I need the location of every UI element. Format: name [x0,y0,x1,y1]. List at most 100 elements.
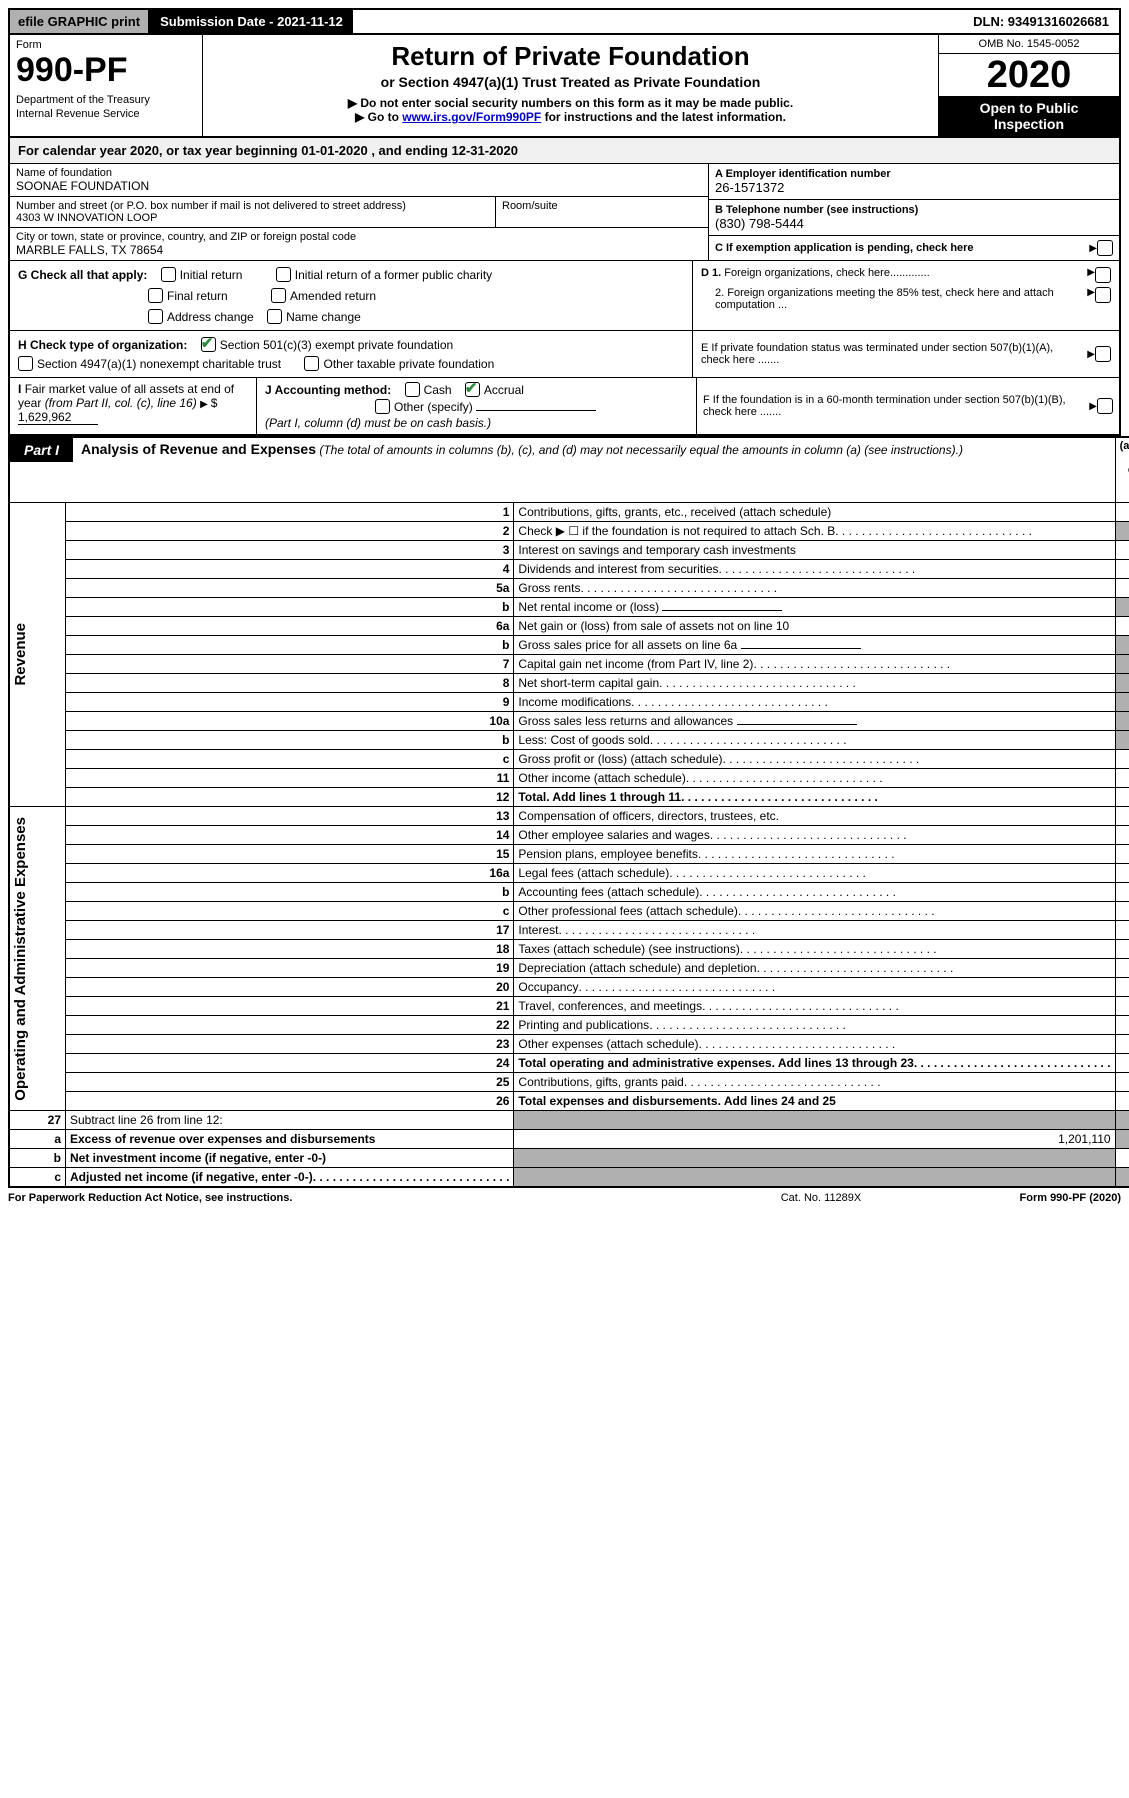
calendar-year-line: For calendar year 2020, or tax year begi… [8,138,1121,164]
amount-col-a [1115,807,1129,826]
line-number: 12 [66,788,514,807]
table-row: 26Total expenses and disbursements. Add … [9,1092,1129,1111]
amount-col-a: 1,201,110 [514,1130,1115,1149]
part1-header-row: Part I Analysis of Revenue and Expenses … [9,437,1129,503]
d1-checkbox[interactable] [1095,267,1111,283]
header-bar: efile GRAPHIC print Submission Date - 20… [8,8,1121,35]
line-label: Other income (attach schedule) [514,769,1115,788]
line-number: a [9,1130,66,1149]
line-label: Travel, conferences, and meetings [514,997,1115,1016]
table-row: 6aNet gain or (loss) from sale of assets… [9,617,1129,636]
g-block: G Check all that apply: Initial return I… [10,261,692,330]
telephone-section: B Telephone number (see instructions) (8… [709,200,1119,236]
table-row: aExcess of revenue over expenses and dis… [9,1130,1129,1149]
arrow-icon: ▶ [1089,401,1097,412]
line-number: 21 [66,997,514,1016]
amount-col-a [1115,902,1129,921]
submission-date: Submission Date - 2021-11-12 [150,10,353,33]
table-row: bLess: Cost of goods sold [9,731,1129,750]
amount-col-a: 4,438 [1115,997,1129,1016]
final-return-checkbox[interactable] [148,288,163,303]
line-label: Accounting fees (attach schedule) [514,883,1115,902]
note2-pre: ▶ Go to [355,110,402,124]
table-row: cOther professional fees (attach schedul… [9,902,1129,921]
line-number: c [66,902,514,921]
line-number: 18 [66,940,514,959]
accrual-checkbox[interactable] [465,382,480,397]
table-row: 27Subtract line 26 from line 12: [9,1111,1129,1130]
city-label: City or town, state or province, country… [16,231,702,243]
c-checkbox[interactable] [1097,240,1113,256]
f-checkbox[interactable] [1097,398,1113,414]
e-label: E If private foundation status was termi… [701,342,1083,366]
initial-return-label: Initial return [180,268,243,282]
d2-checkbox[interactable] [1095,287,1111,303]
amount-col-a [1115,959,1129,978]
d1-label: Foreign organizations, check here.......… [724,267,929,279]
street-address-cell: Number and street (or P.O. box number if… [10,197,496,227]
cash-label: Cash [424,383,452,397]
line-number: 9 [66,693,514,712]
initial-public-label: Initial return of a former public charit… [295,268,492,282]
form-note1: ▶ Do not enter social security numbers o… [209,96,932,110]
line-label: Excess of revenue over expenses and disb… [66,1130,514,1149]
other-method-checkbox[interactable] [375,399,390,414]
line-label: Gross rents [514,579,1115,598]
g-and-d-block: G Check all that apply: Initial return I… [8,261,1121,331]
line-number: 24 [66,1054,514,1073]
e-block: E If private foundation status was termi… [692,331,1119,377]
f-block: F If the foundation is in a 60-month ter… [696,378,1119,434]
s501-label: Section 501(c)(3) exempt private foundat… [220,338,453,352]
form990pf-link[interactable]: www.irs.gov/Form990PF [402,110,541,124]
table-row: 25Contributions, gifts, grants paid2,226… [9,1073,1129,1092]
arrow-icon: ▶ [1087,349,1095,360]
s501-checkbox[interactable] [201,337,216,352]
h-label: H Check type of organization: [18,338,187,352]
table-row: 21Travel, conferences, and meetings4,438… [9,997,1129,1016]
final-return-label: Final return [167,289,228,303]
entity-block: Name of foundation SOONAE FOUNDATION Num… [8,164,1121,261]
line-label: Pension plans, employee benefits [514,845,1115,864]
other-taxable-checkbox[interactable] [304,356,319,371]
amount-col-a: 28 [1115,940,1129,959]
ij-f-block: I Fair market value of all assets at end… [8,378,1121,436]
line-label: Gross profit or (loss) (attach schedule) [514,750,1115,769]
line-label: Adjusted net income (if negative, enter … [66,1168,514,1188]
line-label: Other expenses (attach schedule) [514,1035,1115,1054]
other-specify-line [476,410,596,411]
amount-col-a: 1,309 [1115,883,1129,902]
s4947-label: Section 4947(a)(1) nonexempt charitable … [37,357,281,371]
line-label: Net gain or (loss) from sale of assets n… [514,617,1115,636]
table-row: 7Capital gain net income (from Part IV, … [9,655,1129,674]
table-row: 15Pension plans, employee benefits6,1466… [9,845,1129,864]
table-row: cGross profit or (loss) (attach schedule… [9,750,1129,769]
line-number: 6a [66,617,514,636]
line-number: 3 [66,541,514,560]
initial-public-checkbox[interactable] [276,267,291,282]
table-row: 2Check ▶ ☐ if the foundation is not requ… [9,522,1129,541]
efile-label: efile GRAPHIC print [10,10,150,33]
line-label: Compensation of officers, directors, tru… [514,807,1115,826]
amount-col-a: 2,226,438 [1115,1073,1129,1092]
cash-checkbox[interactable] [405,382,420,397]
s4947-checkbox[interactable] [18,356,33,371]
f-label: F If the foundation is in a 60-month ter… [703,394,1085,418]
amended-return-checkbox[interactable] [271,288,286,303]
form-title: Return of Private Foundation [209,41,932,72]
line-label: Net short-term capital gain [514,674,1115,693]
amount-col-a [1115,522,1129,541]
line-label: Interest on savings and temporary cash i… [514,541,1115,560]
amount-col-a: 751,247 [1115,1054,1129,1073]
foundation-name-row: Name of foundation SOONAE FOUNDATION [10,164,708,197]
name-change-checkbox[interactable] [267,309,282,324]
line-label: Depreciation (attach schedule) and deple… [514,959,1115,978]
i-value: 1,629,962 [18,410,98,425]
line-number: 1 [66,503,514,522]
part1-sub: (The total of amounts in columns (b), (c… [316,443,963,457]
table-row: cAdjusted net income (if negative, enter… [9,1168,1129,1188]
initial-return-checkbox[interactable] [161,267,176,282]
g-label: G Check all that apply: [18,268,147,282]
line-label: Net rental income or (loss) [514,598,1115,617]
e-checkbox[interactable] [1095,346,1111,362]
address-change-checkbox[interactable] [148,309,163,324]
